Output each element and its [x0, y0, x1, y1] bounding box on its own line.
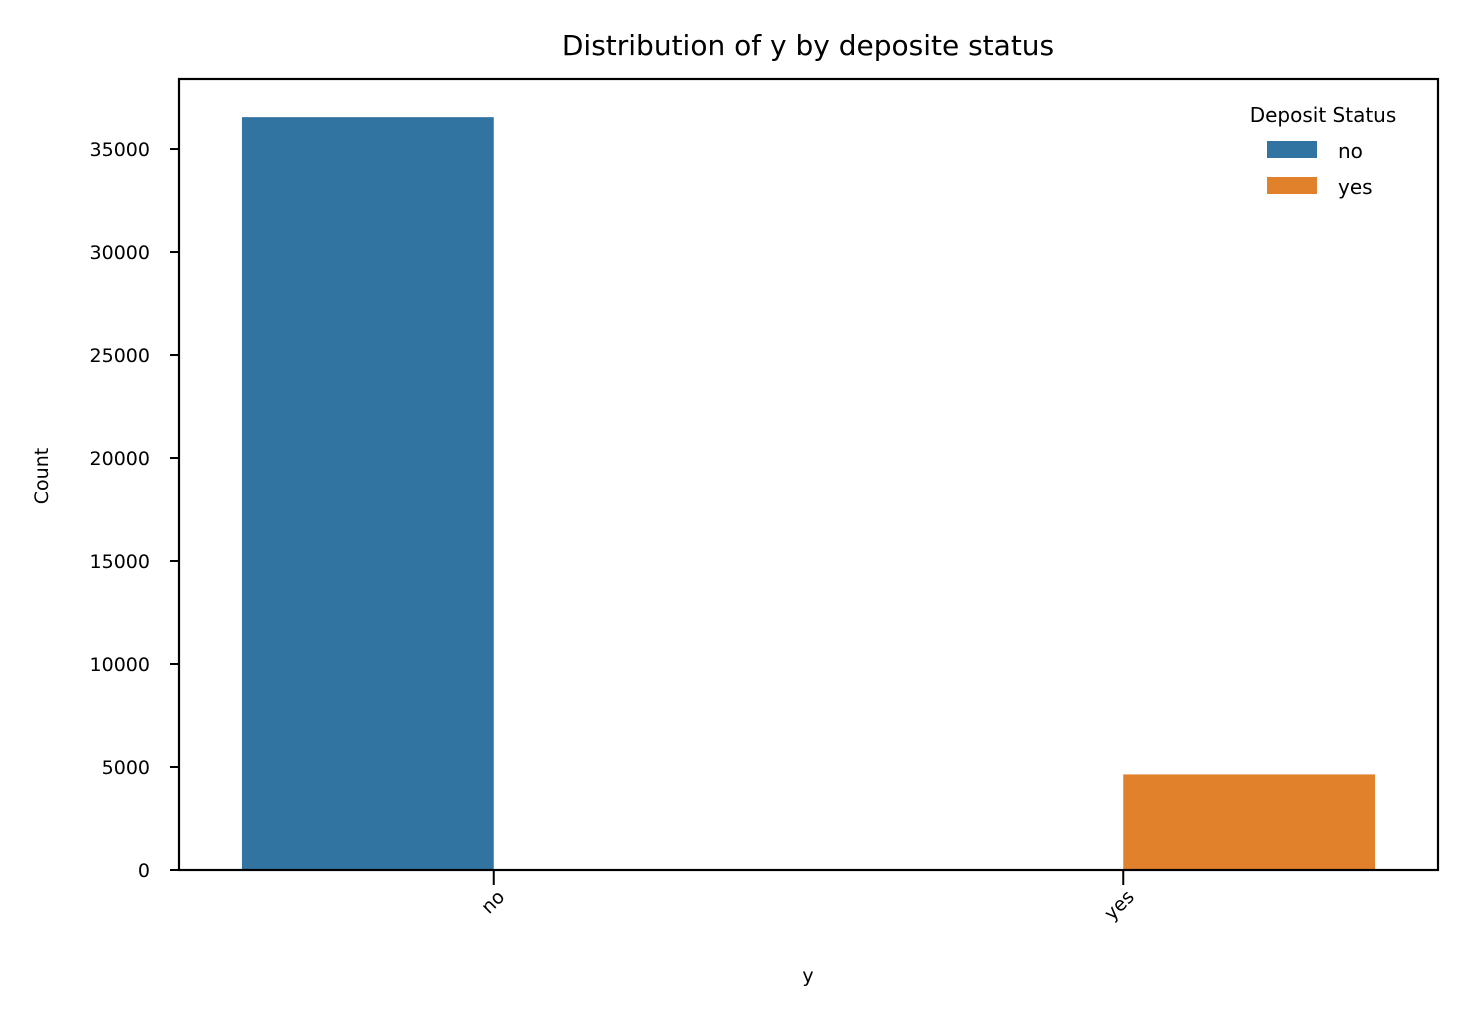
y-tick-label: 35000: [90, 139, 150, 161]
legend-swatch-no: [1267, 141, 1317, 158]
y-tick-label: 10000: [90, 654, 150, 676]
y-axis: 0 5000 10000 15000 20000 25000 30000 35000: [90, 139, 179, 882]
y-tick-label: 0: [138, 860, 150, 882]
legend-label-no: no: [1338, 139, 1363, 163]
y-tick-label: 25000: [90, 345, 150, 367]
plot-frame: [177, 77, 1440, 872]
x-tick-label: yes: [1100, 886, 1139, 925]
y-tick-label: 30000: [90, 242, 150, 264]
y-tick-label: 15000: [90, 551, 150, 573]
y-axis-label: Count: [31, 448, 53, 504]
x-tick-label: no: [477, 886, 509, 918]
y-tick-label: 20000: [90, 448, 150, 470]
bar-yes-yes: [1123, 774, 1376, 870]
chart-title: Distribution of y by deposite status: [562, 29, 1054, 62]
bars-group: [241, 117, 1376, 870]
y-tick-label: 5000: [102, 757, 150, 779]
legend-swatch-yes: [1267, 177, 1317, 194]
legend-label-yes: yes: [1338, 175, 1373, 199]
legend: Deposit Status no yes: [1250, 103, 1397, 199]
bar-no-no: [241, 117, 494, 870]
legend-title: Deposit Status: [1250, 103, 1397, 127]
x-axis-label: y: [802, 965, 813, 987]
x-axis: no yes: [477, 870, 1139, 925]
